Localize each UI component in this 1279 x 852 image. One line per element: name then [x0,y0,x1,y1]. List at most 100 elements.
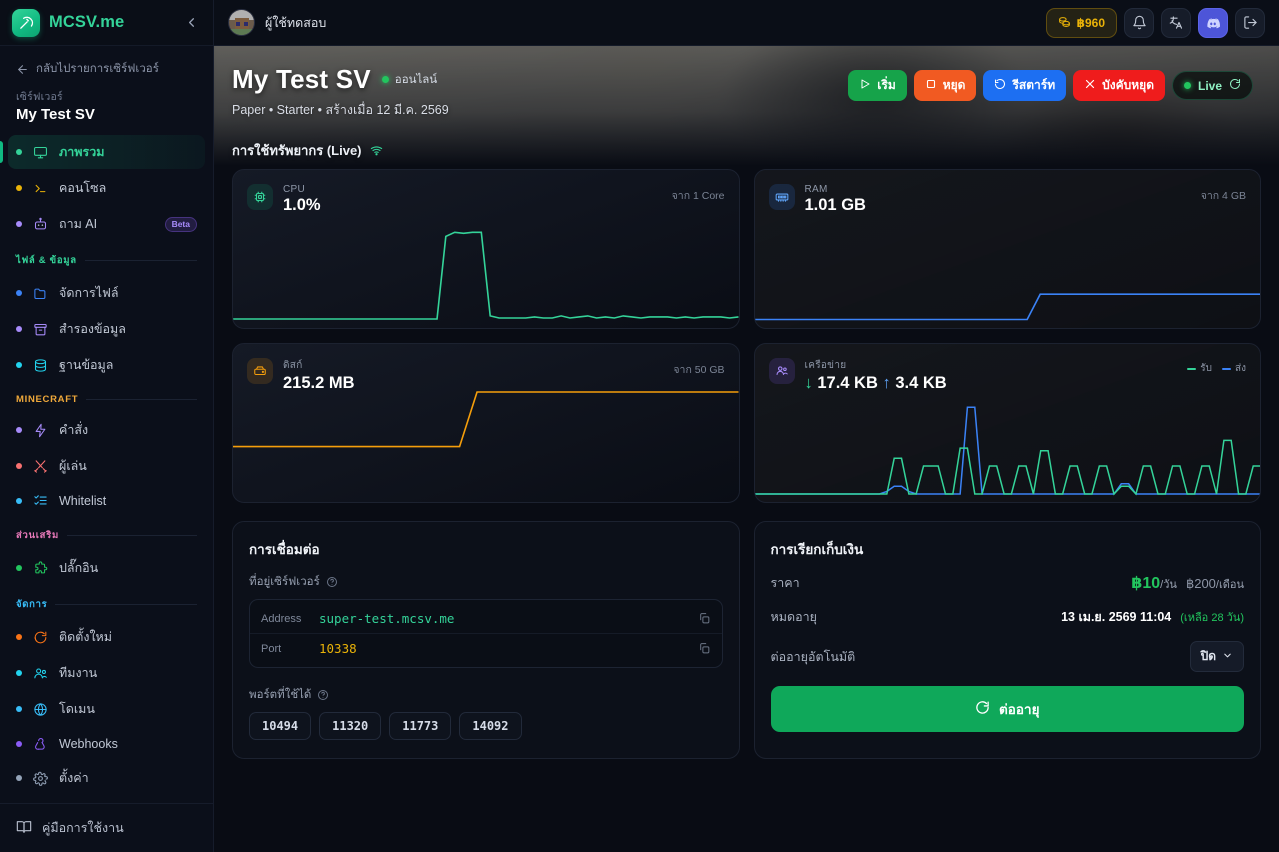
sidebar-item-whitelist[interactable]: Whitelist [8,485,205,516]
server-address-label-row: ที่อยู่เซิร์ฟเวอร์ [249,573,723,591]
help-circle-icon-ports[interactable] [317,689,329,701]
disk-label: ดิสก์ [283,360,303,371]
page-content: My Test SV ออนไลน์ Paper • Starter • สร้… [214,46,1279,852]
status-dot-icon [16,427,22,433]
brand-name: MCSV.me [49,13,125,31]
sidebar-item-label: ปลั๊กอิน [59,561,99,575]
sidebar-item-ภาพรวม[interactable]: ภาพรวม [0,135,205,169]
sidebar-item-label: ฐานข้อมูล [59,358,114,372]
sidebar-item-ติดตั้งใหม่[interactable]: ติดตั้งใหม่ [8,620,205,654]
restart-button[interactable]: รีสตาร์ท [983,70,1067,101]
renew-button[interactable]: ต่ออายุ [770,686,1244,732]
discord-icon[interactable] [1198,7,1228,38]
status-dot-icon [16,565,22,571]
price-per-day-unit: /วัน [1160,579,1177,591]
logout-icon[interactable] [1235,7,1265,38]
network-value: ↓ 17.4 KB ↑ 3.4 KB [805,374,947,393]
copy-port-icon[interactable] [698,642,711,655]
ram-sparkline [754,210,1260,328]
sidebar-item-label: คำสั่ง [59,423,89,437]
sidebar-item-label: จัดการไฟล์ [59,286,119,300]
status-dot-icon [16,775,22,781]
billing-panel-title: การเรียกเก็บเงิน [770,542,864,557]
docs-link[interactable]: คู่มือการใช้งาน [16,818,197,838]
port-chip[interactable]: 14092 [459,712,522,740]
status-dot-icon [16,149,22,155]
start-button[interactable]: เริ่ม [848,70,907,101]
restart-icon [994,78,1006,93]
translate-icon[interactable] [1161,7,1191,38]
sidebar-item-ฐานข้อมูล[interactable]: ฐานข้อมูล [8,348,205,382]
stop-button[interactable]: หยุด [913,70,977,101]
sidebar-item-label: ทีมงาน [59,666,98,680]
user-name: ผู้ใช้ทดสอบ [265,15,327,30]
server-action-buttons: เริ่ม หยุด รีสตาร์ท บังคับหยุด [848,70,1253,101]
disk-card: ดิสก์ 215.2 MB จาก 50 GB [232,343,740,503]
price-values: ฿10/วัน ฿200/เดือน [1131,573,1244,593]
address-value: super-test.mcsv.me [319,611,455,626]
resources-section-title: การใช้ทรัพยากร (Live) [214,120,1279,169]
address-key: Address [261,612,302,625]
sidebar-item-คอนโซล[interactable]: คอนโซล [8,171,205,205]
available-ports-label: พอร์ตที่ใช้ได้ [249,689,312,701]
cpu-label: CPU [283,184,306,195]
status-badge: ออนไลน์ [381,71,438,89]
status-dot-icon [16,706,22,712]
status-dot-icon [16,740,22,747]
divider [66,535,197,536]
folder-icon [32,285,49,302]
avatar[interactable] [228,9,255,36]
status-label: ออนไลน์ [394,73,438,86]
robot-icon [32,216,49,233]
port-chip[interactable]: 11320 [319,712,382,740]
back-to-servers-link[interactable]: กลับไปรายการเซิร์ฟเวอร์ [0,46,213,84]
database-icon [32,357,49,374]
server-address-label: ที่อยู่เซิร์ฟเวอร์ [249,576,320,588]
legend-rx-swatch [1187,367,1197,370]
ram-label: RAM [804,184,828,195]
chevron-down-icon [1222,650,1233,664]
sidebar-item-สำรองข้อมูล[interactable]: สำรองข้อมูล [8,312,205,346]
sidebar-section-header: ส่วนเสริม [0,518,213,549]
sidebar-item-ถาม-ai[interactable]: ถาม AI Beta [8,207,205,241]
status-dot-icon [16,362,22,368]
sidebar-item-ปลั๊กอิน[interactable]: ปลั๊กอิน [8,551,205,585]
resources-section-label: การใช้ทรัพยากร (Live) [232,143,362,158]
port-row: Port 10338 [250,633,722,663]
port-key: Port [261,642,282,655]
chevron-left-icon[interactable] [181,13,201,33]
price-per-day: ฿10 [1131,575,1161,592]
sidebar-item-ผู้เล่น[interactable]: ผู้เล่น [8,449,205,483]
force-stop-button[interactable]: บังคับหยุด [1073,70,1165,101]
copy-address-icon[interactable] [698,612,711,625]
sidebar-footer: คู่มือการใช้งาน [0,803,213,852]
autorenew-select[interactable]: ปิด [1189,641,1244,672]
status-dot-icon [16,670,22,676]
live-toggle[interactable]: Live [1171,71,1253,100]
sidebar-section-label: MINECRAFT [16,394,79,405]
restart-button-label: รีสตาร์ท [1012,78,1056,92]
sidebar-brand[interactable]: MCSV.me [0,0,213,46]
legend-rx: รับ [1187,361,1212,376]
credits-badge[interactable]: ฿960 [1045,7,1117,38]
port-chip[interactable]: 11773 [389,712,452,740]
sidebar-item-คำสั่ง[interactable]: คำสั่ง [8,413,205,447]
help-circle-icon[interactable] [326,576,338,588]
sidebar-server-block: เซิร์ฟเวอร์ My Test SV [0,84,213,133]
sidebar-section-header: MINECRAFT [0,384,213,411]
autorenew-value: ปิด [1200,649,1216,663]
sidebar-item-โดเมน[interactable]: โดเมน [8,692,205,726]
sidebar-nav: ภาพรวม คอนโซล ถาม AI Beta ไฟล์ & ข้อมูล จัดกา… [0,135,213,795]
terminal-icon [32,180,49,197]
autorenew-label: ต่ออายุอัตโนมัติ [770,649,856,664]
port-chip[interactable]: 10494 [249,712,312,740]
download-arrow-icon: ↓ [804,374,813,392]
bell-icon[interactable] [1124,7,1154,38]
page-header-left: My Test SV ออนไลน์ Paper • Starter • สร้… [232,64,848,120]
sidebar-item-ทีมงาน[interactable]: ทีมงาน [8,656,205,690]
sidebar-item-จัดการไฟล์[interactable]: จัดการไฟล์ [8,276,205,310]
sidebar-item-ตั้งค่า[interactable]: ตั้งค่า [8,761,205,795]
network-down-value: 17.4 KB [817,374,878,392]
sidebar-item-webhooks[interactable]: Webhooks [8,728,205,759]
live-label: Live [1197,78,1222,93]
